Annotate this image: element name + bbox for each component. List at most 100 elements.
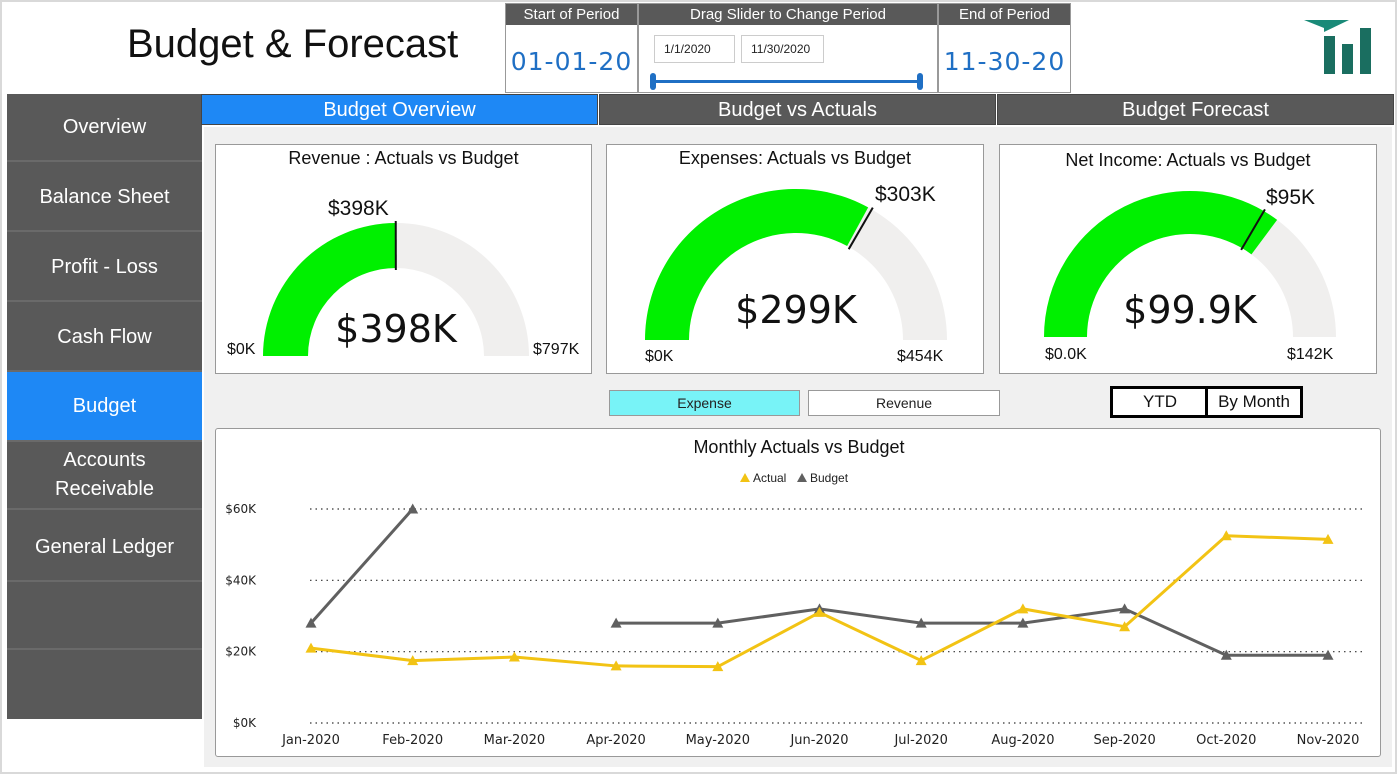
revenue-target-label: $398K xyxy=(328,197,389,220)
data-point-actual[interactable] xyxy=(915,655,927,666)
x-tick-label: Nov-2020 xyxy=(1297,733,1360,748)
slider-start-date-input[interactable]: 1/1/2020 xyxy=(654,35,735,63)
expenses-gauge-title: Expenses: Actuals vs Budget xyxy=(678,148,912,168)
legend-label-budget: Budget xyxy=(810,471,849,485)
start-period-caption: Start of Period xyxy=(506,4,637,25)
x-tick-label: Jul-2020 xyxy=(893,733,947,748)
data-point-budget[interactable] xyxy=(915,617,927,628)
data-point-budget[interactable] xyxy=(610,617,622,628)
data-point-actual[interactable] xyxy=(508,651,520,662)
data-point-actual[interactable] xyxy=(1017,603,1029,614)
series-line-budget xyxy=(616,607,1328,657)
data-point-actual[interactable] xyxy=(1322,533,1334,544)
y-tick-label: $0K xyxy=(233,716,257,730)
x-tick-label: Oct-2020 xyxy=(1196,733,1256,748)
x-tick-label: Feb-2020 xyxy=(382,733,443,748)
data-point-actual[interactable] xyxy=(1119,621,1131,632)
x-tick-label: Sep-2020 xyxy=(1093,733,1155,748)
start-period-value: 01-01-20 xyxy=(510,47,633,76)
gauge-value-arc xyxy=(1044,191,1278,337)
data-point-actual[interactable] xyxy=(610,660,622,671)
net-income-max-label: $142K xyxy=(1287,346,1334,363)
sidebar-item-overview[interactable]: Overview xyxy=(7,94,202,162)
sidebar-item-cash-flow[interactable]: Cash Flow xyxy=(7,304,202,372)
chart-title: Monthly Actuals vs Budget xyxy=(693,437,904,457)
expenses-max-label: $454K xyxy=(897,348,944,365)
revenue-min-label: $0K xyxy=(227,341,256,358)
slider-start-handle[interactable] xyxy=(650,73,656,90)
period-slider-track[interactable] xyxy=(652,80,922,83)
expenses-gauge xyxy=(645,189,947,340)
tab-budget-overview[interactable]: Budget Overview xyxy=(201,94,598,125)
net-income-gauge-title: Net Income: Actuals vs Budget xyxy=(1065,150,1311,170)
company-logo-icon xyxy=(1304,20,1371,74)
by-month-button[interactable]: By Month xyxy=(1205,386,1303,418)
x-tick-label: Apr-2020 xyxy=(586,733,645,748)
gauge-target-marker xyxy=(847,207,874,250)
page-title: Budget & Forecast xyxy=(127,22,459,66)
series-line-actual xyxy=(310,534,1329,669)
expenses-gauge-card: Expenses: Actuals vs Budget $303K $299K … xyxy=(606,144,984,374)
data-point-actual[interactable] xyxy=(305,642,317,653)
data-point-actual[interactable] xyxy=(712,661,724,672)
expense-toggle-button[interactable]: Expense xyxy=(609,390,800,416)
net-income-min-label: $0.0K xyxy=(1045,346,1087,363)
revenue-max-label: $797K xyxy=(533,341,580,358)
y-tick-label: $40K xyxy=(225,573,257,587)
data-point-budget[interactable] xyxy=(1322,649,1334,660)
legend-marker-actual xyxy=(740,473,750,482)
x-tick-label: Mar-2020 xyxy=(484,733,545,748)
net-income-gauge-card: Net Income: Actuals vs Budget $95K $99.9… xyxy=(999,144,1377,374)
expenses-min-label: $0K xyxy=(645,348,674,365)
data-point-budget[interactable] xyxy=(305,617,317,628)
period-slider-caption: Drag Slider to Change Period xyxy=(639,4,937,25)
gauge-value-arc xyxy=(645,189,869,340)
start-period-card: Start of Period 01-01-20 xyxy=(505,3,638,93)
revenue-gauge-title: Revenue : Actuals vs Budget xyxy=(288,148,519,168)
monthly-chart-card: Monthly Actuals vs Budget Actual Budget $0K… xyxy=(215,428,1381,757)
y-tick-label: $20K xyxy=(225,645,257,659)
sidebar-item-empty-2 xyxy=(7,650,202,718)
x-tick-label: May-2020 xyxy=(686,733,750,748)
sidebar-item-accounts-receivable[interactable]: Accounts Receivable xyxy=(7,442,202,510)
series-line-budget xyxy=(309,508,414,625)
legend-marker-budget xyxy=(797,473,807,482)
slider-end-handle[interactable] xyxy=(917,73,923,90)
data-point-actual[interactable] xyxy=(814,606,825,617)
net-income-actual-value: $99.9K xyxy=(1123,288,1257,332)
monthly-actuals-vs-budget-chart: Monthly Actuals vs Budget Actual Budget $0K… xyxy=(225,437,1366,748)
data-point-actual[interactable] xyxy=(1220,530,1232,541)
sidebar-item-empty-1 xyxy=(7,582,202,650)
net-income-target-label: $95K xyxy=(1266,186,1316,209)
slider-end-date-input[interactable]: 11/30/2020 xyxy=(741,35,824,63)
revenue-gauge xyxy=(263,220,529,356)
ytd-button[interactable]: YTD xyxy=(1110,386,1210,418)
revenue-toggle-button[interactable]: Revenue xyxy=(808,390,1000,416)
data-point-budget[interactable] xyxy=(407,503,419,514)
net-income-gauge xyxy=(1044,191,1336,337)
revenue-gauge-card: Revenue : Actuals vs Budget $398K $398K … xyxy=(215,144,592,374)
legend-label-actual: Actual xyxy=(753,471,786,485)
tab-budget-forecast[interactable]: Budget Forecast xyxy=(997,94,1394,125)
sidebar-nav: Overview Balance Sheet Profit - Loss Cas… xyxy=(7,94,202,719)
x-tick-label: Jan-2020 xyxy=(281,733,340,748)
gauge-target-marker xyxy=(1240,208,1266,251)
sidebar-item-profit-loss[interactable]: Profit - Loss xyxy=(7,234,202,302)
gauge-value-arc xyxy=(263,223,396,356)
expenses-target-label: $303K xyxy=(875,183,936,206)
sidebar-item-budget[interactable]: Budget xyxy=(7,372,202,442)
data-point-budget[interactable] xyxy=(1119,603,1131,614)
data-point-actual[interactable] xyxy=(407,655,419,666)
tab-budget-vs-actuals[interactable]: Budget vs Actuals xyxy=(599,94,996,125)
data-point-budget[interactable] xyxy=(712,617,724,628)
end-period-value: 11-30-20 xyxy=(943,47,1066,76)
y-tick-label: $60K xyxy=(225,502,257,516)
data-point-budget[interactable] xyxy=(1017,617,1029,628)
expenses-actual-value: $299K xyxy=(735,288,857,332)
data-point-budget[interactable] xyxy=(1220,649,1232,660)
x-tick-label: Aug-2020 xyxy=(991,733,1054,748)
sidebar-item-balance-sheet[interactable]: Balance Sheet xyxy=(7,164,202,232)
sidebar-item-general-ledger[interactable]: General Ledger xyxy=(7,514,202,582)
revenue-actual-value: $398K xyxy=(335,307,457,351)
